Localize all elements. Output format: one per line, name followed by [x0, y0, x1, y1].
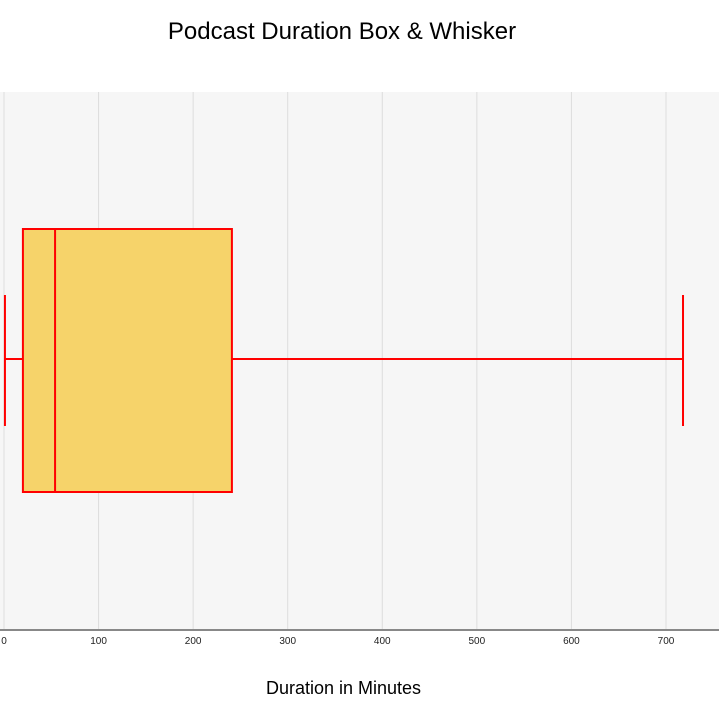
x-tick-label-100: 100 — [90, 636, 107, 647]
chart-title: Podcast Duration Box & Whisker — [167, 18, 517, 45]
x-tick-label-400: 400 — [374, 636, 391, 647]
x-tick-label-700: 700 — [658, 636, 675, 647]
x-axis-tick-labels: 0 100 200 300 400 500 600 700 — [1, 636, 675, 647]
box-iqr — [21, 228, 233, 493]
x-tick-label-0: 0 — [1, 636, 7, 647]
x-tick-label-200: 200 — [185, 636, 202, 647]
x-axis-title: Duration in Minutes — [265, 678, 422, 698]
x-tick-label-500: 500 — [469, 636, 486, 647]
x-tick-label-300: 300 — [279, 636, 296, 647]
x-tick-label-600: 600 — [563, 636, 580, 647]
whiskers — [3, 295, 685, 426]
